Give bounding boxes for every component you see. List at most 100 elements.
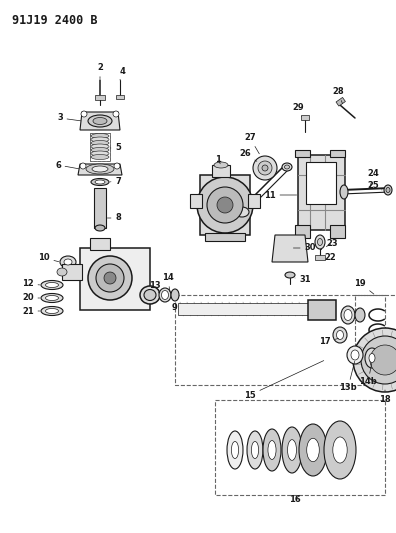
Bar — [62, 264, 82, 280]
Bar — [212, 165, 230, 177]
Ellipse shape — [144, 289, 156, 301]
Bar — [301, 115, 309, 120]
Bar — [95, 95, 105, 100]
Polygon shape — [295, 225, 310, 238]
Ellipse shape — [91, 137, 109, 142]
Ellipse shape — [284, 165, 289, 169]
Ellipse shape — [344, 310, 352, 320]
Ellipse shape — [347, 346, 363, 364]
Text: 13: 13 — [149, 280, 161, 293]
Circle shape — [114, 163, 120, 169]
Ellipse shape — [333, 327, 347, 343]
Ellipse shape — [91, 141, 109, 146]
Ellipse shape — [384, 185, 392, 195]
Polygon shape — [200, 175, 250, 235]
Ellipse shape — [287, 440, 297, 461]
Ellipse shape — [247, 431, 263, 469]
Ellipse shape — [285, 272, 295, 278]
Text: 17: 17 — [319, 337, 339, 346]
Ellipse shape — [64, 259, 72, 265]
Ellipse shape — [299, 424, 327, 476]
Ellipse shape — [41, 306, 63, 316]
Ellipse shape — [333, 437, 347, 463]
Bar — [116, 95, 124, 99]
Text: 21: 21 — [22, 306, 40, 316]
Text: 22: 22 — [321, 249, 336, 262]
Text: 9: 9 — [172, 303, 178, 312]
Polygon shape — [298, 155, 345, 230]
Ellipse shape — [282, 163, 292, 171]
Text: 28: 28 — [332, 87, 344, 104]
Text: 11: 11 — [264, 190, 297, 199]
Bar — [175, 295, 385, 385]
Circle shape — [81, 111, 87, 117]
Bar — [315, 255, 325, 260]
Circle shape — [197, 177, 253, 233]
Ellipse shape — [214, 162, 228, 168]
Ellipse shape — [57, 268, 67, 276]
Ellipse shape — [91, 151, 109, 156]
Ellipse shape — [307, 438, 319, 462]
Ellipse shape — [355, 308, 365, 322]
Text: 16: 16 — [289, 496, 301, 505]
Ellipse shape — [340, 185, 348, 199]
Ellipse shape — [341, 306, 355, 324]
Circle shape — [258, 161, 272, 175]
Text: 19: 19 — [354, 279, 374, 294]
Ellipse shape — [91, 133, 109, 139]
Circle shape — [113, 111, 119, 117]
Text: 1: 1 — [215, 156, 221, 165]
Circle shape — [104, 272, 116, 284]
Polygon shape — [80, 248, 150, 310]
Ellipse shape — [91, 155, 109, 159]
Bar — [205, 233, 245, 241]
Polygon shape — [78, 164, 122, 175]
Ellipse shape — [171, 289, 179, 301]
Bar — [355, 295, 396, 370]
Text: 2: 2 — [97, 63, 103, 78]
Bar — [90, 133, 110, 161]
Text: 24: 24 — [367, 169, 379, 187]
Ellipse shape — [227, 431, 243, 469]
Text: 14: 14 — [162, 273, 174, 292]
Polygon shape — [80, 112, 120, 130]
Text: 23: 23 — [326, 239, 338, 248]
Text: 8: 8 — [107, 214, 121, 222]
Ellipse shape — [337, 330, 343, 340]
Ellipse shape — [91, 148, 109, 152]
Ellipse shape — [324, 421, 356, 479]
Circle shape — [353, 328, 396, 392]
Bar — [336, 98, 345, 106]
Ellipse shape — [91, 179, 109, 185]
Ellipse shape — [231, 441, 239, 458]
Ellipse shape — [162, 290, 169, 300]
Ellipse shape — [268, 441, 276, 459]
Text: 26: 26 — [239, 149, 257, 161]
Text: 6: 6 — [55, 160, 79, 169]
Ellipse shape — [263, 429, 281, 471]
Text: 13b: 13b — [339, 361, 357, 392]
Ellipse shape — [46, 282, 59, 287]
Polygon shape — [272, 235, 308, 262]
Text: 15: 15 — [244, 361, 324, 400]
Bar — [248, 194, 260, 208]
Circle shape — [361, 336, 396, 384]
Circle shape — [262, 165, 268, 171]
Ellipse shape — [41, 294, 63, 303]
Bar — [90, 133, 110, 161]
Ellipse shape — [91, 144, 109, 149]
Text: 25: 25 — [367, 182, 382, 190]
Ellipse shape — [368, 344, 382, 356]
Ellipse shape — [93, 117, 107, 125]
Ellipse shape — [369, 353, 375, 362]
Ellipse shape — [60, 256, 76, 268]
Bar — [190, 194, 202, 208]
Ellipse shape — [159, 288, 171, 302]
Ellipse shape — [95, 180, 105, 184]
Text: 30: 30 — [293, 244, 316, 253]
Circle shape — [217, 197, 233, 213]
Polygon shape — [295, 150, 310, 157]
Text: 10: 10 — [38, 254, 59, 262]
Circle shape — [88, 256, 132, 300]
Text: 14b: 14b — [359, 364, 377, 386]
